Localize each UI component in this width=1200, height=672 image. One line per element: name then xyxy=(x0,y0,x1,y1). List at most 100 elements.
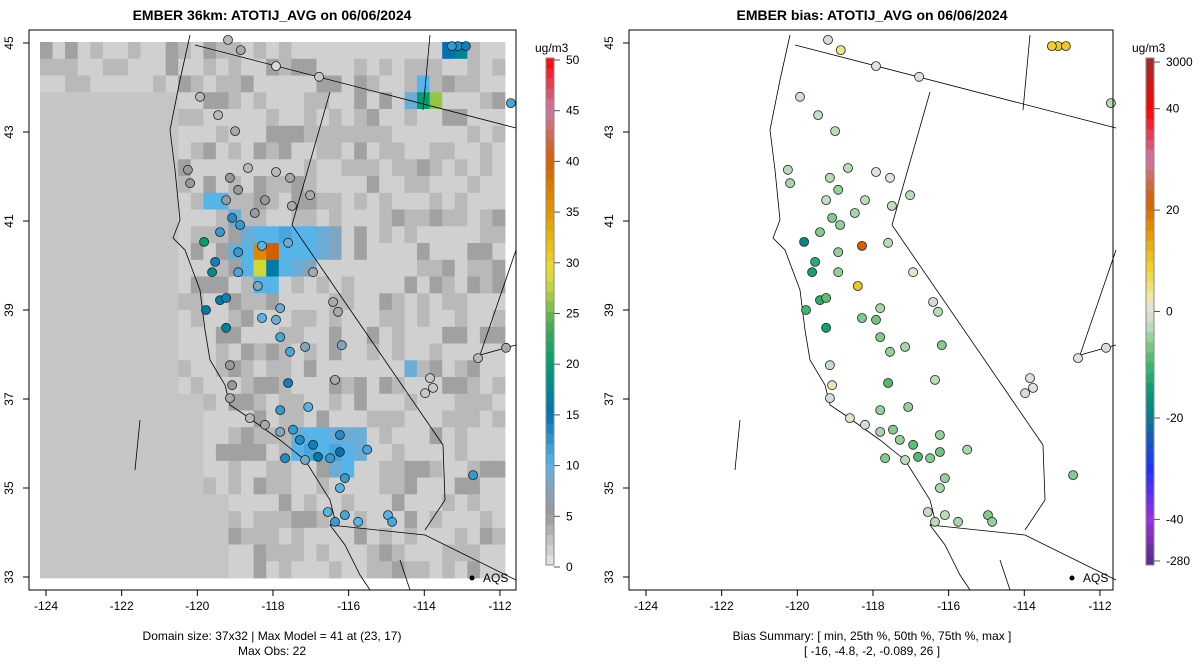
grid-cell xyxy=(190,494,204,512)
grid-cell xyxy=(140,511,154,529)
colorbar-segment xyxy=(546,291,554,302)
grid-cell xyxy=(228,544,242,562)
grid-cell xyxy=(52,259,66,277)
grid-cell xyxy=(65,427,79,445)
grid-cell xyxy=(417,393,430,411)
colorbar-segment xyxy=(1146,240,1154,252)
grid-cell xyxy=(215,444,229,462)
grid-cell xyxy=(178,192,192,210)
grid-cell xyxy=(379,92,393,110)
grid-cell xyxy=(90,393,104,411)
grid-cell xyxy=(215,377,229,395)
grid-cell xyxy=(467,92,481,110)
grid-cell xyxy=(479,511,493,529)
grid-cell xyxy=(102,544,116,562)
station-point xyxy=(223,35,233,45)
grid-cell xyxy=(379,410,393,428)
grid-cell xyxy=(354,209,368,227)
colorbar-segment xyxy=(1146,108,1154,120)
grid-cell xyxy=(316,544,330,562)
grid-cell xyxy=(77,460,91,478)
right-panel: EMBER bias: ATOTIJ_AVG on 06/06/2024 -12… xyxy=(602,7,1193,658)
y-tick-label: 45 xyxy=(602,36,616,50)
colorbar-segment xyxy=(546,260,554,272)
grid-cell xyxy=(215,561,229,579)
grid-cell xyxy=(90,276,104,294)
grid-cell xyxy=(391,243,405,261)
grid-cell xyxy=(203,125,217,143)
grid-cell xyxy=(40,460,53,478)
grid-cell xyxy=(278,209,292,227)
grid-cell xyxy=(241,393,255,411)
grid-cell xyxy=(291,109,305,127)
station-point xyxy=(227,380,238,391)
grid-cell xyxy=(266,42,280,60)
grid-cell xyxy=(454,410,468,428)
grid-cell xyxy=(140,92,154,110)
grid-cell xyxy=(165,92,179,110)
grid-cell xyxy=(40,75,53,93)
grid-cell xyxy=(266,511,280,529)
grid-cell xyxy=(215,243,229,261)
station-point xyxy=(339,473,350,484)
colorbar-segment xyxy=(1146,230,1154,241)
station-point xyxy=(201,305,211,315)
station-point xyxy=(473,353,483,364)
grid-cell xyxy=(454,125,468,143)
grid-cell xyxy=(140,176,154,194)
grid-cell xyxy=(417,125,430,143)
grid-cell xyxy=(341,544,355,562)
grid-cell xyxy=(140,42,154,60)
grid-cell xyxy=(278,360,292,378)
bias-point xyxy=(860,195,870,206)
grid-cell xyxy=(102,326,116,344)
grid-cell xyxy=(429,477,443,495)
grid-cell xyxy=(203,410,217,428)
grid-cell xyxy=(165,226,179,244)
grid-cell xyxy=(291,494,305,512)
colorbar-segment xyxy=(546,382,554,394)
grid-cell xyxy=(115,527,129,545)
grid-cell xyxy=(366,527,380,545)
bias-point xyxy=(935,447,945,457)
grid-cell xyxy=(253,92,267,110)
grid-cell xyxy=(391,176,405,194)
grid-cell xyxy=(52,544,66,562)
grid-cell xyxy=(391,393,405,411)
grid-cell xyxy=(153,176,167,194)
grid-cell xyxy=(52,477,66,495)
grid-cell xyxy=(153,544,167,562)
grid-cell xyxy=(140,494,154,512)
grid-cell xyxy=(442,192,456,210)
colorbar-segment xyxy=(1146,291,1154,302)
grid-cell xyxy=(77,494,91,512)
grid-cell xyxy=(341,192,355,210)
grid-cell xyxy=(190,360,204,378)
bias-point xyxy=(936,340,947,351)
colorbar-segment xyxy=(1146,453,1154,465)
grid-cell xyxy=(379,276,393,294)
grid-cell xyxy=(467,444,481,462)
grid-cell xyxy=(366,343,380,361)
grid-cell xyxy=(228,477,242,495)
grid-cell xyxy=(266,125,280,143)
grid-cell xyxy=(190,259,204,277)
grid-cell xyxy=(102,259,116,277)
grid-cell xyxy=(65,125,79,143)
grid-cell xyxy=(77,477,91,495)
grid-cell xyxy=(329,192,343,210)
grid-cell xyxy=(467,58,481,76)
bias-point xyxy=(935,483,945,493)
grid-cell xyxy=(140,393,154,411)
colorbar-segment xyxy=(546,544,554,556)
grid-cell xyxy=(228,561,242,579)
grid-cell xyxy=(329,176,343,194)
x-tick-label: -122 xyxy=(710,599,734,613)
bias-point xyxy=(940,473,950,484)
grid-cell xyxy=(329,75,343,93)
grid-cell xyxy=(178,393,192,411)
colorbar-segment xyxy=(546,534,554,546)
grid-cell xyxy=(391,192,405,210)
grid-cell xyxy=(165,75,179,93)
grid-cell xyxy=(115,343,129,361)
